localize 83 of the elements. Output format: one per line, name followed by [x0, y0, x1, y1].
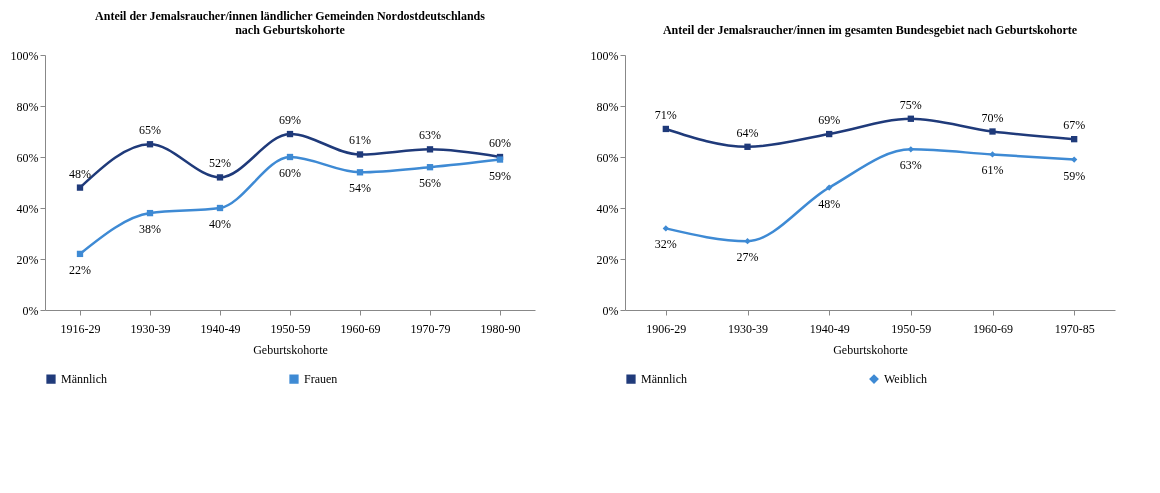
point — [1071, 135, 1078, 143]
y-tick-label: 60% — [16, 150, 39, 165]
y-tick-label: 20% — [16, 252, 39, 267]
legend-label: Männlich — [641, 372, 687, 387]
data-label: 61% — [981, 163, 1004, 178]
data-label: 59% — [489, 168, 511, 183]
data-label: 60% — [279, 166, 301, 180]
data-label: 69% — [279, 113, 301, 128]
data-label: 63% — [419, 128, 441, 143]
point — [907, 115, 914, 122]
x-tick-label: 1950-59 — [270, 321, 311, 336]
x-tick-label: 1930-39 — [728, 321, 768, 336]
point — [744, 237, 751, 245]
data-label: 75% — [899, 97, 922, 112]
y-tick-label: 80% — [596, 99, 619, 114]
point — [426, 146, 434, 153]
x-tick-label: 1970-85 — [1054, 321, 1095, 336]
data-label: 64% — [736, 125, 759, 140]
point — [286, 130, 294, 138]
x-tick-label: 1960-69 — [340, 321, 381, 336]
data-label: 27% — [736, 250, 759, 265]
x-tick-label: 1940-49 — [200, 321, 241, 336]
data-label: 22% — [69, 262, 91, 277]
point — [146, 141, 154, 148]
point — [146, 209, 154, 217]
point — [356, 169, 364, 176]
y-tick-label: 40% — [16, 201, 39, 216]
data-label: 52% — [209, 156, 231, 171]
point — [826, 130, 833, 138]
y-tick-label: 80% — [16, 99, 39, 114]
data-label: 48% — [818, 196, 841, 211]
data-label: 69% — [818, 113, 841, 128]
x-tick-label: 1906-29 — [646, 321, 687, 336]
data-label: 32% — [654, 237, 677, 252]
y-tick-label: 40% — [596, 201, 619, 216]
y-tick-label: 100% — [10, 48, 39, 63]
x-axis-title: Geburtskohorte — [253, 342, 328, 357]
point — [216, 174, 224, 181]
data-label: 63% — [899, 158, 922, 173]
point — [426, 164, 434, 171]
x-tick-label: 1950-59 — [891, 321, 932, 336]
y-tick-label: 0% — [22, 303, 39, 318]
y-tick-label: 60% — [596, 150, 619, 165]
point — [356, 151, 364, 158]
x-axis-title: Geburtskohorte — [833, 342, 908, 357]
y-tick-label: 100% — [590, 48, 619, 63]
data-label: 71% — [654, 107, 677, 122]
point — [76, 184, 84, 191]
point — [989, 151, 996, 158]
y-tick-label: 0% — [602, 303, 619, 318]
chart-title: Anteil der Jemalsraucher/innen ländlicher Gemeinden Nordostdeutschlands nach Geburtskohorte — [95, 9, 486, 37]
data-label: 54% — [349, 181, 371, 196]
data-label: 65% — [139, 123, 161, 138]
legend-label: Frauen — [304, 372, 338, 387]
data-label: 38% — [139, 222, 161, 237]
point — [744, 143, 751, 150]
x-tick-label: 1940-49 — [809, 321, 850, 336]
x-tick-label: 1960-69 — [973, 321, 1013, 336]
point — [907, 146, 914, 153]
x-tick-label: 1916-29 — [60, 321, 101, 336]
x-tick-label: 1980-90 — [480, 321, 521, 336]
point — [286, 153, 294, 161]
data-label: 48% — [69, 166, 91, 181]
data-label: 60% — [489, 136, 511, 150]
point — [662, 225, 669, 232]
x-tick-label: 1970-79 — [410, 321, 451, 336]
data-label: 40% — [209, 217, 231, 231]
x-tick-label: 1930-39 — [130, 321, 171, 336]
chart-title: Anteil der Jemalsraucher/innen im gesamten Bundesgebiet nach Geburtskohorte — [662, 23, 1078, 37]
data-label: 59% — [1063, 168, 1086, 183]
point — [826, 184, 833, 191]
point — [662, 125, 669, 133]
data-label: 67% — [1063, 118, 1086, 133]
point — [216, 204, 224, 212]
point — [1071, 156, 1078, 163]
data-label: 56% — [419, 176, 441, 191]
legend-label: Männlich — [61, 372, 107, 387]
point — [76, 250, 84, 258]
data-label: 70% — [981, 110, 1004, 125]
legend-label: Weiblich — [884, 372, 928, 387]
y-tick-label: 20% — [596, 252, 619, 267]
data-label: 61% — [349, 133, 371, 148]
point — [989, 128, 996, 135]
